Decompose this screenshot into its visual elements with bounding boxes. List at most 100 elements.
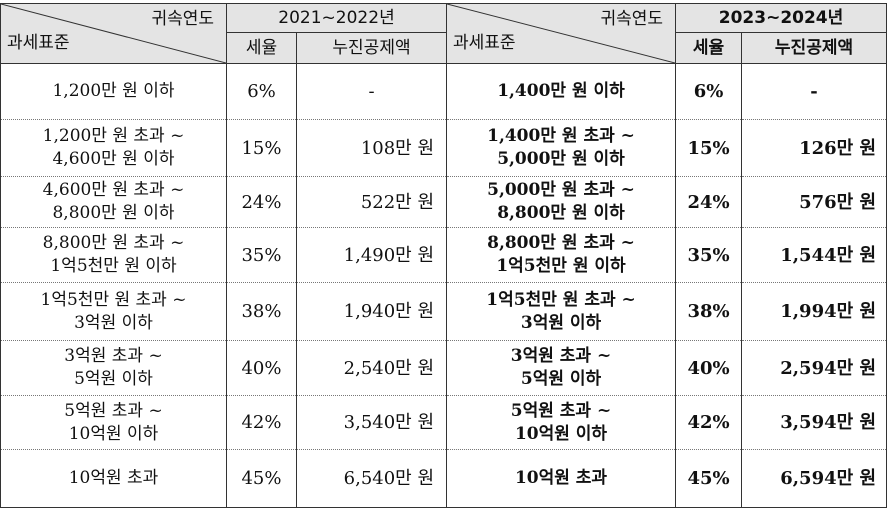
rate-cell-b: 42% [675,395,743,450]
deduction-cell-a: 1,490만 원 [295,227,448,283]
tax-base-cell-a: 1,200만 원 초과 ~ 4,600만 원 이하 [0,119,227,177]
tax-base-cell-b: 1억5천만 원 초과 ~3억원 이하 [446,282,677,341]
rate-cell-a: 40% [226,340,297,396]
deduction-cell-a: 1,940만 원 [295,282,448,341]
deduction-cell-a: 3,540만 원 [295,395,448,450]
tax-base-cell-a: 3억원 초과 ~ 5억원 이하 [0,340,227,396]
tax-base-line: 1억5천만 원 초과 ~ [40,289,187,310]
deduction-header-a: 누진공제액 [295,32,448,64]
deduction-header-b: 누진공제액 [741,32,888,64]
rate-cell-b: 40% [675,340,743,396]
tax-base-line: 8,800만 원 이하 [497,203,625,223]
deduction-cell-a: - [295,63,448,120]
tax-base-line: 3억원 이하 [520,312,602,333]
rate-cell-b: 38% [675,282,743,341]
diagonal-divider [447,4,675,63]
tax-base-cell-a: 8,800만 원 초과 ~ 1억5천만 원 이하 [0,227,227,283]
table-row: 1억5천만 원 초과 ~3억원 이하 38% 1,940만 원 1억5천만 원 … [0,282,888,341]
tax-base-cell-b: 5억원 초과 ~10억원 이하 [446,395,677,450]
tax-base-line: 5,000만 원 이하 [497,149,625,169]
rate-cell-a: 24% [226,176,297,228]
tax-base-cell-b: 3억원 초과 ~ 5억원 이하 [446,340,677,396]
deduction-cell-b: 3,594만 원 [741,395,888,450]
deduction-cell-b: 2,594만 원 [741,340,888,396]
rate-cell-a: 6% [226,63,297,120]
deduction-cell-b: 576만 원 [741,176,888,228]
tax-base-line: 10억원 초과 [514,468,608,488]
tax-base-line: 8,800만 원 초과 ~ [42,233,185,253]
deduction-cell-b: 1,544만 원 [741,227,888,283]
tax-base-line: 10억원 이하 [514,423,608,444]
diagonal-divider [1,4,226,63]
tax-base-line: 5,000만 원 초과 ~ [487,180,635,200]
corner-header-a: 귀속연도 과세표준 [0,3,227,64]
tax-base-line: 3억원 이하 [74,312,153,333]
corner-base-label: 과세표준 [7,33,70,53]
corner-year-label: 귀속연도 [600,9,664,29]
tax-base-line: 5억원 이하 [74,369,153,389]
tax-base-line: 3억원 초과 ~ [64,346,163,366]
tax-base-line: 3억원 초과 ~ [510,346,612,366]
tax-base-cell-b: 1,400만 원 초과 ~ 5,000만 원 이하 [446,119,677,177]
rate-cell-b: 15% [675,119,743,177]
rate-cell-b: 24% [675,176,743,228]
tax-base-line: 5억원 초과 ~ [64,400,163,421]
tax-base-cell-a: 4,600만 원 초과 ~ 8,800만 원 이하 [0,176,227,228]
period-a-header: 2021~2022년 [225,3,448,33]
tax-base-cell-a: 5억원 초과 ~10억원 이하 [0,395,227,450]
deduction-cell-b: - [741,63,888,120]
deduction-cell-a: 6,540만 원 [295,449,448,508]
period-b-header: 2023~2024년 [675,3,888,33]
corner-header-b: 귀속연도 과세표준 [446,3,677,64]
tax-base-cell-b: 10억원 초과 [446,449,677,508]
deduction-cell-a: 522만 원 [295,176,448,228]
table-row: 3억원 초과 ~ 5억원 이하 40% 2,540만 원 3억원 초과 ~ 5억원 … [0,340,888,396]
table-row: 4,600만 원 초과 ~ 8,800만 원 이하 24% 522만 원 5,00… [0,176,888,228]
tax-rate-table: 귀속연도 과세표준 2021~2022년 귀속연도 과세표준 2023~2024… [0,3,888,508]
table-row: 8,800만 원 초과 ~ 1억5천만 원 이하 35% 1,490만 원 8,8… [0,227,888,283]
rate-cell-b: 35% [675,227,743,283]
tax-base-line: 1,200만 원 초과 ~ [42,126,185,146]
tax-base-line: 8,800만 원 초과 ~ [487,233,635,253]
deduction-cell-b: 1,994만 원 [741,282,888,341]
rate-cell-a: 45% [226,449,297,508]
rate-cell-b: 45% [675,449,743,508]
deduction-cell-b: 6,594만 원 [741,449,888,508]
deduction-cell-b: 126만 원 [741,119,888,177]
tax-base-line: 8,800만 원 이하 [52,203,175,223]
corner-year-label: 귀속연도 [151,9,214,29]
tax-base-line: 5억원 이하 [520,369,602,389]
table-row: 1,200만 원 초과 ~ 4,600만 원 이하 15% 108만 원 1,40… [0,119,888,177]
rate-cell-a: 35% [226,227,297,283]
deduction-cell-a: 108만 원 [295,119,448,177]
tax-base-cell-b: 8,800만 원 초과 ~ 1억5천만 원 이하 [446,227,677,283]
tax-base-cell-a: 1억5천만 원 초과 ~3억원 이하 [0,282,227,341]
tax-base-line: 10억원 이하 [68,423,159,444]
tax-rate-rows: 1,200만 원 이하 6% - 1,400만 원 이하 6% - 1,200만… [0,63,888,508]
tax-base-line: 1,400만 원 이하 [497,81,625,101]
tax-base-line: 1억5천만 원 초과 ~ [486,289,636,310]
tax-base-line: 1억5천만 원 이하 [50,256,177,276]
tax-base-line: 4,600만 원 초과 ~ [42,180,185,200]
deduction-cell-a: 2,540만 원 [295,340,448,396]
rate-header-b: 세율 [675,32,743,64]
tax-base-cell-b: 1,400만 원 이하 [446,63,677,120]
rate-cell-a: 38% [226,282,297,341]
tax-base-cell-b: 5,000만 원 초과 ~ 8,800만 원 이하 [446,176,677,228]
tax-base-line: 1억5천만 원 이하 [496,256,626,276]
table-row: 1,200만 원 이하 6% - 1,400만 원 이하 6% - [0,63,888,120]
table-row: 10억원 초과 45% 6,540만 원 10억원 초과 45% 6,594만 … [0,449,888,508]
tax-base-line: 1,200만 원 이하 [52,81,175,101]
tax-base-cell-a: 10억원 초과 [0,449,227,508]
tax-base-line: 10억원 초과 [68,468,159,488]
corner-base-label: 과세표준 [453,33,516,53]
tax-base-line: 1,400만 원 초과 ~ [487,126,635,146]
rate-cell-b: 6% [675,63,743,120]
tax-base-line: 4,600만 원 이하 [52,149,175,169]
rate-header-a: 세율 [226,32,297,64]
tax-base-cell-a: 1,200만 원 이하 [0,63,227,120]
tax-base-line: 5억원 초과 ~ [510,400,612,421]
table-row: 5억원 초과 ~10억원 이하 42% 3,540만 원 5억원 초과 ~10억… [0,395,888,450]
rate-cell-a: 15% [226,119,297,177]
